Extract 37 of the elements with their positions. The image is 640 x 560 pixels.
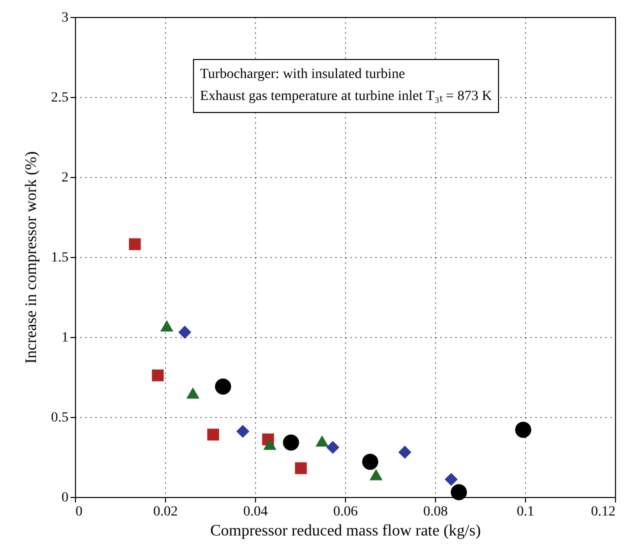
point [398,446,412,459]
point [152,369,164,382]
point [282,434,300,451]
y-tick-label: 1.5 [51,250,68,266]
point [362,454,378,470]
point [450,484,467,500]
point [186,387,200,399]
y-tick-label: 2 [62,170,68,186]
x-tick-label: 0.12 [591,504,616,520]
point [370,468,383,480]
x-tick-label: 0.08 [423,504,448,520]
annotation: Turbocharger: with insulated turbine [200,66,406,84]
point [214,378,232,395]
point [316,435,329,447]
point [294,462,307,474]
y-axis-title: Increase in compressor work (%) [23,151,40,364]
point [207,428,220,441]
x-tick-label: 0.06 [333,504,358,520]
point [263,438,276,450]
point [515,422,532,438]
annotation: Exhaust gas temperature at turbine inlet T₃ₜ = 873 K [200,88,492,106]
point [326,440,340,454]
y-tick-label: 0 [62,490,68,506]
x-tick-label: 0 [76,504,82,520]
y-tick-label: 1 [62,330,68,346]
x-tick-label: 0.04 [243,504,268,520]
point [160,320,174,332]
y-tick-label: 0.5 [51,410,68,426]
point [128,238,141,250]
x-axis-title: Compressor reduced mass flow rate (kg/s) [210,522,481,540]
y-tick-label: 3 [62,10,68,26]
point [444,472,458,486]
point [178,326,192,339]
x-tick-label: 0.02 [153,504,178,520]
point [236,424,250,438]
x-tick-label: 0.1 [516,504,534,520]
y-tick-label: 2.5 [51,90,68,106]
